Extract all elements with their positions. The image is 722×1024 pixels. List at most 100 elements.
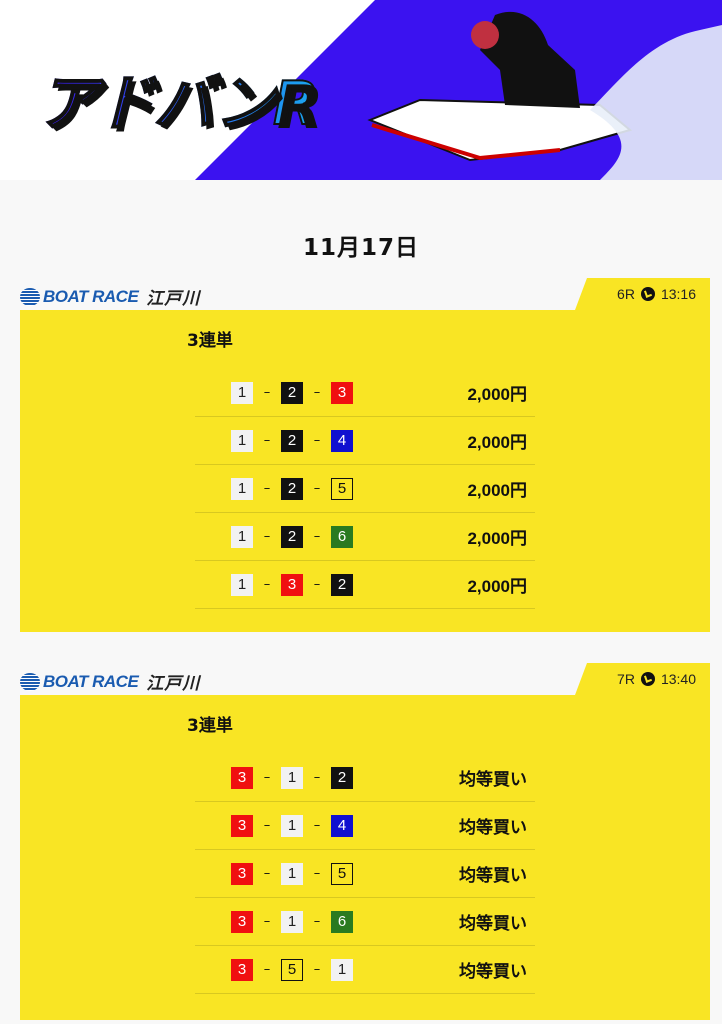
venue-name: 江戸川 bbox=[146, 674, 201, 693]
boatrace-mark-icon bbox=[20, 287, 40, 306]
bet-panel: 3連単 3–1–2 均等買い 3–1–4 均等買い 3–1–5 均等買い 3–1–6 均等買い… bbox=[20, 695, 710, 1020]
boat-number-1: 1 bbox=[231, 525, 253, 548]
boatrace-logo: BOAT RACE 江戸川 bbox=[20, 284, 200, 309]
boat-number-1: 1 bbox=[231, 381, 253, 404]
boatrace-mark-icon bbox=[20, 672, 40, 691]
boat-number-1: 1 bbox=[331, 958, 353, 981]
dash-separator: – bbox=[263, 433, 271, 448]
bet-type: 3連単 bbox=[187, 716, 233, 736]
bet-row: 3–1–4 均等買い bbox=[195, 802, 535, 850]
dash-separator: – bbox=[263, 818, 271, 833]
bet-row: 1–2–6 2,000円 bbox=[195, 513, 535, 561]
boat-number-3: 3 bbox=[231, 910, 253, 933]
dash-separator: – bbox=[263, 529, 271, 544]
boat-number-4: 4 bbox=[331, 814, 353, 837]
combination: 3–1–6 bbox=[231, 910, 353, 933]
banner-artwork bbox=[195, 0, 722, 180]
dash-separator: – bbox=[263, 577, 271, 592]
bet-amount: 均等買い bbox=[459, 770, 527, 789]
header-banner: アドバンR bbox=[0, 0, 722, 180]
bet-row: 3–1–2 均等買い bbox=[195, 754, 535, 802]
boat-number-6: 6 bbox=[331, 910, 353, 933]
dash-separator: – bbox=[313, 529, 321, 544]
bet-row: 3–1–6 均等買い bbox=[195, 898, 535, 946]
boat-number-3: 3 bbox=[231, 862, 253, 885]
boat-number-3: 3 bbox=[231, 958, 253, 981]
boat-number-1: 1 bbox=[231, 429, 253, 452]
dash-separator: – bbox=[313, 962, 321, 977]
boat-number-1: 1 bbox=[281, 766, 303, 789]
dash-separator: – bbox=[263, 962, 271, 977]
bet-amount: 均等買い bbox=[459, 866, 527, 885]
bet-panel: 3連単 1–2–3 2,000円 1–2–4 2,000円 1–2–5 2,000円 1–2… bbox=[20, 310, 710, 632]
dash-separator: – bbox=[313, 770, 321, 785]
combination: 1–2–3 bbox=[231, 381, 353, 404]
bet-amount: 均等買い bbox=[459, 962, 527, 981]
dash-separator: – bbox=[313, 866, 321, 881]
race-time: 13:16 bbox=[660, 286, 696, 302]
boat-number-2: 2 bbox=[331, 573, 353, 596]
boat-number-1: 1 bbox=[231, 477, 253, 500]
boat-number-4: 4 bbox=[331, 429, 353, 452]
boat-number-5: 5 bbox=[331, 862, 353, 885]
dash-separator: – bbox=[313, 818, 321, 833]
date-heading: 11月17日 bbox=[302, 235, 419, 261]
clock-icon bbox=[640, 672, 655, 686]
logo-text: BOAT RACE bbox=[43, 671, 139, 691]
venue-name: 江戸川 bbox=[146, 289, 201, 308]
boat-number-1: 1 bbox=[281, 910, 303, 933]
race-header: BOAT RACE 江戸川 6R 13:16 bbox=[20, 278, 710, 310]
bet-row: 3–5–1 均等買い bbox=[195, 946, 535, 994]
combination: 3–5–1 bbox=[231, 958, 353, 981]
dash-separator: – bbox=[263, 385, 271, 400]
combination: 1–2–4 bbox=[231, 429, 353, 452]
race-number: 7R bbox=[617, 671, 635, 687]
race-card-7r: BOAT RACE 江戸川 7R 13:40 3連単 3–1–2 均等買い 3–1–4 均… bbox=[20, 663, 710, 1020]
bet-amount: 2,000円 bbox=[467, 481, 527, 500]
race-header: BOAT RACE 江戸川 7R 13:40 bbox=[20, 663, 710, 695]
boat-number-2: 2 bbox=[281, 477, 303, 500]
boat-number-2: 2 bbox=[331, 766, 353, 789]
dash-separator: – bbox=[313, 433, 321, 448]
banner-logo: アドバンR bbox=[37, 55, 320, 142]
race-info-tab: 7R 13:40 bbox=[575, 663, 710, 695]
dash-separator: – bbox=[263, 914, 271, 929]
boatrace-logo: BOAT RACE 江戸川 bbox=[20, 669, 200, 694]
boat-number-3: 3 bbox=[231, 814, 253, 837]
boat-number-2: 2 bbox=[281, 381, 303, 404]
dash-separator: – bbox=[313, 914, 321, 929]
boat-number-5: 5 bbox=[281, 958, 303, 981]
bet-list: 3–1–2 均等買い 3–1–4 均等買い 3–1–5 均等買い 3–1–6 均等買い 3–5–… bbox=[195, 754, 535, 994]
boat-number-1: 1 bbox=[281, 814, 303, 837]
dash-separator: – bbox=[313, 385, 321, 400]
boat-number-5: 5 bbox=[331, 477, 353, 500]
clock-icon bbox=[640, 287, 655, 301]
bet-list: 1–2–3 2,000円 1–2–4 2,000円 1–2–5 2,000円 1–2–6 2,… bbox=[195, 369, 535, 609]
combination: 3–1–4 bbox=[231, 814, 353, 837]
bet-amount: 2,000円 bbox=[467, 529, 527, 548]
bet-row: 1–2–3 2,000円 bbox=[195, 369, 535, 417]
dash-separator: – bbox=[263, 770, 271, 785]
dash-separator: – bbox=[263, 481, 271, 496]
dash-separator: – bbox=[263, 866, 271, 881]
boat-number-2: 2 bbox=[281, 429, 303, 452]
bet-row: 3–1–5 均等買い bbox=[195, 850, 535, 898]
boat-number-6: 6 bbox=[331, 525, 353, 548]
bet-row: 1–2–4 2,000円 bbox=[195, 417, 535, 465]
bet-amount: 2,000円 bbox=[467, 433, 527, 452]
logo-text: BOAT RACE bbox=[43, 286, 139, 306]
boat-number-2: 2 bbox=[281, 525, 303, 548]
combination: 1–3–2 bbox=[231, 573, 353, 596]
dash-separator: – bbox=[313, 577, 321, 592]
dash-separator: – bbox=[313, 481, 321, 496]
combination: 3–1–2 bbox=[231, 766, 353, 789]
race-time: 13:40 bbox=[660, 671, 696, 687]
bet-amount: 均等買い bbox=[459, 914, 527, 933]
boat-number-1: 1 bbox=[281, 862, 303, 885]
bet-amount: 2,000円 bbox=[467, 385, 527, 404]
bet-amount: 2,000円 bbox=[467, 577, 527, 596]
combination: 3–1–5 bbox=[231, 862, 353, 885]
boat-number-3: 3 bbox=[331, 381, 353, 404]
boat-number-3: 3 bbox=[231, 766, 253, 789]
race-info-tab: 6R 13:16 bbox=[575, 278, 710, 310]
